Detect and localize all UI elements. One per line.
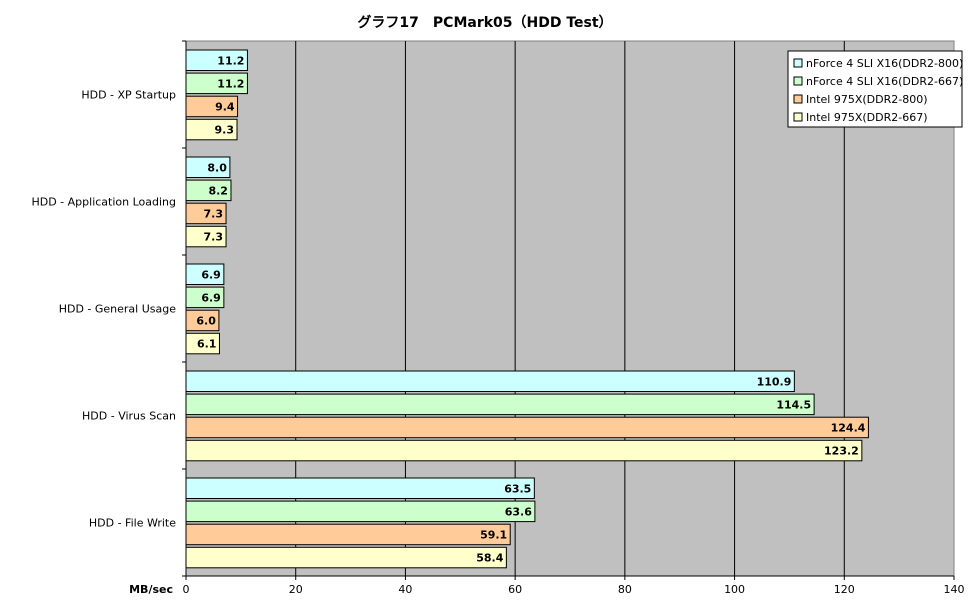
data-label: 7.3 [204,231,224,244]
legend: nForce 4 SLI X16(DDR2-800) nForce 4 SLI X… [787,50,963,128]
data-label: 9.4 [215,100,235,113]
bar [185,393,815,416]
bar [185,332,220,355]
x-tick-label: 80 [618,583,632,596]
bar [185,156,231,178]
bar [185,309,220,332]
category-label: HDD - File Write [89,517,176,530]
data-label: 124.4 [831,421,866,434]
x-tick-label: 120 [834,583,855,596]
x-tick-label: 100 [724,583,745,596]
x-tick-label: 0 [183,583,190,596]
x-tick-label: 40 [398,583,412,596]
legend-swatch [793,58,803,68]
data-label: 123.2 [824,445,859,458]
plot-area: 0 20 40 60 80 100 120 140 HDD - XP Startup HDD - … [31,40,965,596]
bar [185,179,232,202]
data-label: 6.0 [196,314,216,327]
bar [185,202,227,225]
data-label: 6.1 [197,338,217,351]
data-label: 59.1 [480,528,507,541]
legend-entry: nForce 4 SLI X16(DDR2-800) [806,57,963,70]
bar [185,439,863,462]
legend-swatch [793,94,803,104]
data-label: 6.9 [201,268,221,281]
category-label: HDD - Application Loading [31,196,176,209]
bar [185,286,225,309]
bar [185,416,869,439]
data-label: 6.9 [201,291,221,304]
bar [185,225,227,248]
legend-box [787,50,963,128]
bar [185,370,795,392]
legend-swatch [793,112,803,122]
category-label: HDD - General Usage [59,303,177,316]
legend-entry: Intel 975X(DDR2-667) [806,111,928,124]
data-label: 63.6 [505,505,532,518]
legend-swatch [793,76,803,86]
legend-entry: Intel 975X(DDR2-800) [806,93,928,106]
chart-title: グラフ17 PCMark05（HDD Test） [357,14,612,31]
bar [185,500,536,523]
x-tick-label: 20 [289,583,303,596]
data-label: 11.2 [217,54,244,67]
bar [185,523,511,546]
category-label: HDD - Virus Scan [82,410,176,423]
data-label: 110.9 [757,375,792,388]
x-tick-label: 140 [944,583,965,596]
x-axis-unit-label: MB/sec [129,583,173,596]
data-label: 114.5 [776,398,811,411]
bar [185,118,238,141]
bar [185,546,507,569]
data-label: 8.2 [208,184,228,197]
bar [185,72,248,95]
data-label: 58.4 [476,552,503,565]
category-label: HDD - XP Startup [81,89,176,102]
bar [185,49,248,71]
data-label: 9.3 [215,124,235,137]
data-label: 63.5 [504,482,531,495]
data-label: 8.0 [207,161,227,174]
x-tick-label: 60 [508,583,522,596]
data-label: 7.3 [204,207,224,220]
bar [185,477,535,499]
bar [185,263,225,285]
bar [185,95,239,118]
data-label: 11.2 [217,77,244,90]
legend-entry: nForce 4 SLI X16(DDR2-667) [806,75,963,88]
